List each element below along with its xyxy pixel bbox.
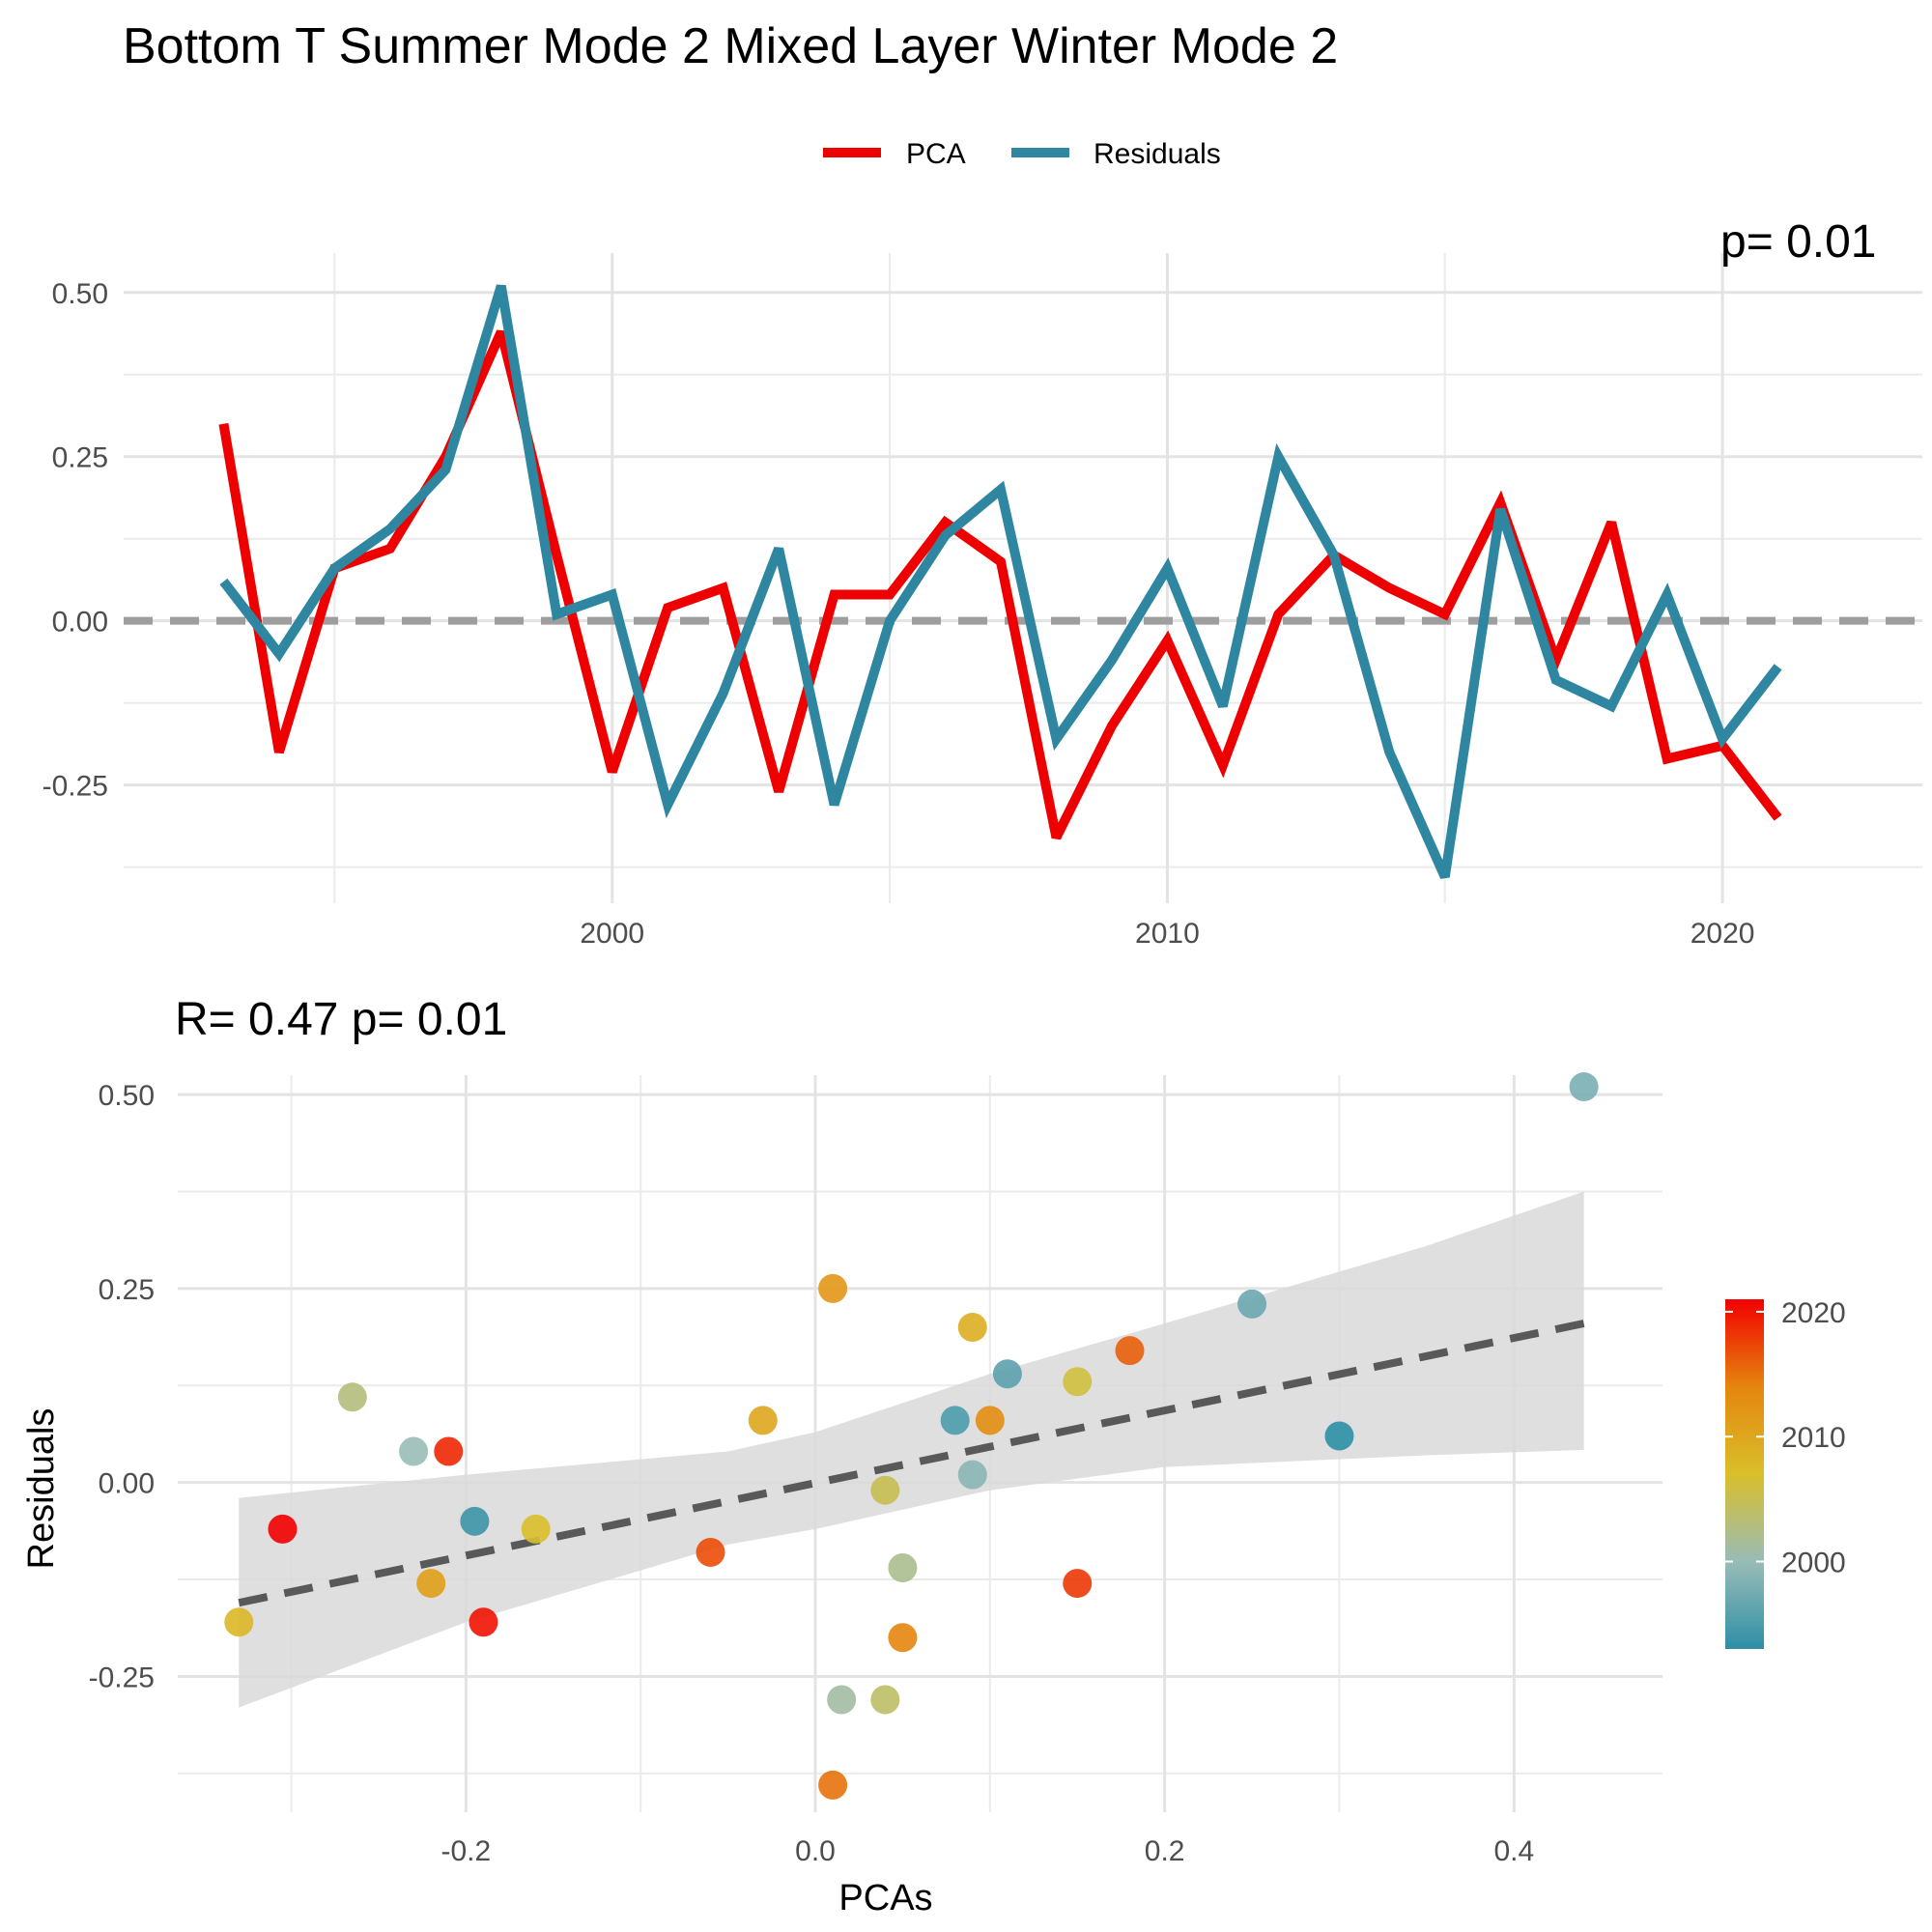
x-axis-title: PCAs — [838, 1878, 932, 1918]
series-line-pca — [218, 329, 1782, 840]
ts-y-tick-label: 0.00 — [52, 607, 108, 639]
chart-title: Bottom T Summer Mode 2 Mixed Layer Winte… — [123, 18, 1338, 74]
ts-x-tick-label: 2000 — [580, 918, 644, 950]
scatter-point — [416, 1569, 446, 1599]
colorbar-tick-label: 2000 — [1781, 1548, 1846, 1579]
scatter-point — [1324, 1421, 1354, 1451]
sc-x-tick-label: 0.2 — [1145, 1835, 1185, 1867]
scatter-panel: -0.2 0.0 0.2 0.4 -0.25 0.00 0.25 0.50 PCAs Res… — [21, 1072, 1662, 1918]
colorbar: 2000 2010 2020 — [1725, 1297, 1846, 1649]
timeseries-x-ticks: 2000 2010 2020 — [580, 918, 1754, 950]
ts-y-tick-label: 0.25 — [52, 442, 108, 474]
scatter-point — [337, 1382, 367, 1412]
scatter-point — [1063, 1569, 1093, 1599]
scatter-point — [696, 1537, 725, 1567]
confidence-band — [239, 1191, 1584, 1708]
y-axis-title: Residuals — [21, 1408, 62, 1570]
scatter-point — [888, 1553, 918, 1583]
sc-y-tick-label: 0.50 — [99, 1080, 155, 1112]
sc-y-tick-label: 0.00 — [99, 1468, 155, 1500]
scatter-points — [224, 1072, 1599, 1800]
colorbar-ticks: 2000 2010 2020 — [1725, 1297, 1846, 1579]
scatter-x-ticks: -0.2 0.0 0.2 0.4 — [441, 1835, 1535, 1867]
ts-y-tick-label: 0.50 — [52, 278, 108, 310]
timeseries-y-ticks: -0.25 0.00 0.25 0.50 — [43, 278, 108, 803]
scatter-point — [957, 1460, 987, 1490]
ts-x-tick-label: 2010 — [1135, 918, 1200, 950]
scatter-point — [957, 1313, 987, 1343]
scatter-point — [1569, 1072, 1599, 1102]
sc-y-tick-label: 0.25 — [99, 1274, 155, 1306]
scatter-y-ticks: -0.25 0.00 0.25 0.50 — [89, 1080, 155, 1693]
sc-y-tick-label: -0.25 — [89, 1662, 155, 1693]
scatter-point — [268, 1514, 298, 1544]
colorbar-tick-label: 2010 — [1781, 1422, 1846, 1454]
legend-label-pca: PCA — [906, 138, 966, 170]
scatter-point — [888, 1623, 918, 1653]
scatter-point — [434, 1436, 464, 1466]
ts-y-tick-label: -0.25 — [43, 771, 108, 803]
scatter-point — [940, 1406, 970, 1435]
scatter-point — [224, 1607, 254, 1637]
scatter-point — [992, 1359, 1022, 1389]
colorbar-tick-label: 2020 — [1781, 1297, 1846, 1329]
scatter-point — [1237, 1289, 1267, 1319]
sc-x-tick-label: 0.0 — [795, 1835, 836, 1867]
sc-x-tick-label: -0.2 — [441, 1835, 492, 1867]
ts-x-tick-label: 2020 — [1690, 918, 1755, 950]
scatter-point — [469, 1607, 498, 1637]
scatter-point — [1063, 1367, 1093, 1397]
timeseries-lines — [218, 284, 1782, 879]
scatter-point — [460, 1506, 490, 1536]
legend-label-residuals: Residuals — [1094, 138, 1221, 170]
scatter-subtitle: R= 0.47 p= 0.01 — [175, 994, 507, 1045]
legend: PCA Residuals — [823, 138, 1221, 170]
scatter-point — [521, 1514, 551, 1544]
cropped-annotation: p= 0.01 — [1720, 216, 1876, 268]
scatter-point — [748, 1406, 778, 1435]
series-line-residuals — [219, 284, 1782, 879]
sc-x-tick-label: 0.4 — [1493, 1835, 1534, 1867]
scatter-point — [818, 1770, 848, 1800]
scatter-point — [1115, 1336, 1145, 1366]
scatter-point — [399, 1436, 429, 1466]
timeseries-panel: 2000 2010 2020 -0.25 0.00 0.25 0.50 p= 0.01 — [43, 216, 1922, 950]
colorbar-gradient — [1725, 1299, 1764, 1649]
scatter-point — [975, 1406, 1005, 1435]
scatter-point — [870, 1475, 900, 1505]
scatter-point — [870, 1685, 900, 1715]
scatter-point — [818, 1273, 848, 1303]
scatter-point — [827, 1685, 857, 1715]
